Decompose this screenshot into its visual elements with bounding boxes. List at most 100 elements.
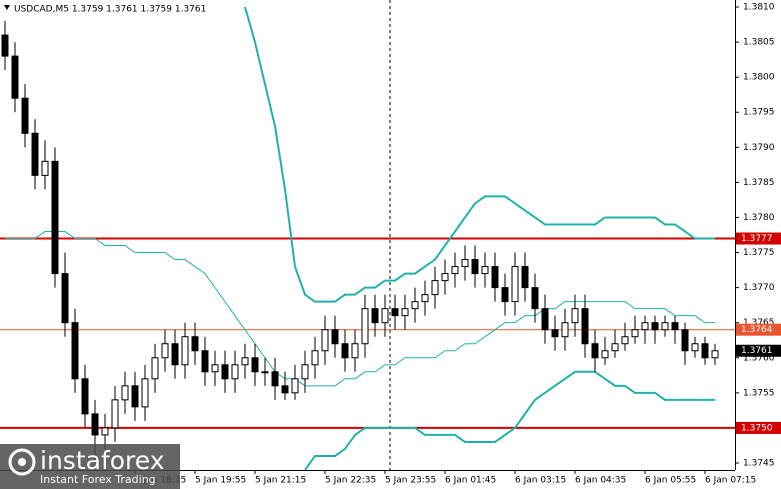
- last-price-box: [736, 344, 781, 357]
- candle-body: [231, 364, 239, 380]
- overlay: 1.3745 1.3750 1.3755 1.3760 1.3765 1.3770 1.37…: [134, 3, 781, 486]
- candle-body: [491, 266, 499, 289]
- candle-body: [101, 427, 109, 436]
- candle-body: [191, 336, 199, 352]
- y-tick-label: 1.3760: [743, 353, 775, 363]
- candle-body: [641, 322, 649, 331]
- watermark-logo-dot: [18, 458, 26, 466]
- candle-body: [691, 343, 699, 352]
- candle-body: [631, 329, 639, 338]
- candle-body: [341, 343, 349, 359]
- y-tick-label: 1.3790: [743, 143, 775, 153]
- candle-body: [471, 259, 479, 275]
- candle-body: [171, 343, 179, 366]
- candle-body: [401, 308, 409, 317]
- candle-body: [461, 259, 469, 268]
- y-tick-label: 1.3800: [743, 73, 775, 83]
- indicator-line: [244, 6, 715, 303]
- candle-body: [431, 280, 439, 296]
- candle-body: [501, 287, 509, 303]
- candle-body: [121, 385, 129, 401]
- y-tick-label: 1.3765: [743, 318, 775, 328]
- candle-body: [281, 385, 289, 394]
- candle-body: [311, 350, 319, 366]
- candle-body: [151, 357, 159, 380]
- indicator-line: [304, 370, 715, 471]
- y-tick-label: 1.3805: [743, 38, 775, 48]
- candle-body: [271, 371, 279, 387]
- level-label: 1.3777: [741, 234, 773, 244]
- y-tick-label: 1.3785: [743, 178, 775, 188]
- level-label-box: [736, 323, 781, 336]
- candle-body: [711, 350, 719, 359]
- candle-body: [181, 336, 189, 366]
- x-tick-label: 6 Jan 07:15: [705, 476, 756, 486]
- candle-body: [301, 364, 309, 380]
- candle-body: [601, 350, 609, 359]
- y-tick-label: 1.3755: [743, 388, 775, 398]
- y-tick-label: 1.3770: [743, 283, 775, 293]
- candle-body: [371, 308, 379, 324]
- candle-body: [251, 357, 259, 373]
- candle-body: [671, 322, 679, 331]
- candle-body: [111, 399, 119, 429]
- candle-body: [31, 132, 39, 176]
- candle-body: [421, 294, 429, 303]
- indicator-line: [5, 230, 715, 387]
- watermark-tagline: Instant Forex Trading: [40, 473, 156, 486]
- plot: [0, 6, 735, 471]
- candle-body: [241, 357, 249, 366]
- candle-body: [651, 322, 659, 331]
- level-label: 1.3764: [741, 325, 773, 335]
- y-tick-label: 1.3780: [743, 213, 775, 223]
- candle-body: [591, 343, 599, 359]
- candle-body: [1, 34, 9, 57]
- candle-body: [261, 371, 269, 374]
- candle-body: [41, 160, 49, 176]
- candle-body: [581, 308, 589, 345]
- candle-body: [161, 343, 169, 359]
- candle-body: [131, 385, 139, 408]
- candle-body: [441, 273, 449, 282]
- candle-body: [411, 301, 419, 310]
- x-tick-label: 5 Jan 22:35: [325, 476, 376, 486]
- candle-body: [91, 413, 99, 436]
- candle-body: [621, 336, 629, 345]
- last-price-label: 1.3761: [741, 346, 773, 356]
- candle-body: [221, 364, 229, 380]
- x-tick-label: 6 Jan 04:35: [575, 476, 626, 486]
- candle-body: [321, 329, 329, 352]
- level-label-box: [736, 421, 781, 434]
- chart-title: USDCAD,M5 1.3759 1.3761 1.3759 1.3761: [14, 5, 206, 15]
- candle-body: [61, 273, 69, 324]
- x-tick-label: 6 Jan 03:15: [515, 476, 566, 486]
- candle-body: [21, 97, 29, 134]
- candle-body: [541, 308, 549, 331]
- candle-body: [201, 350, 209, 373]
- y-tick-label: 1.3775: [743, 248, 775, 258]
- candle-body: [291, 378, 299, 394]
- candle-body: [211, 364, 219, 373]
- candle-body: [141, 378, 149, 408]
- candle-body: [511, 266, 519, 303]
- candle-body: [611, 343, 619, 352]
- x-tick-label: 5 Jan 23:55: [385, 476, 436, 486]
- candle-body: [11, 55, 19, 99]
- candle-body: [521, 266, 529, 289]
- candle-body: [701, 343, 709, 359]
- x-tick-label: 5 Jan 19:55: [195, 476, 246, 486]
- x-tick-label: 6 Jan 05:55: [645, 476, 696, 486]
- header-icon: [4, 5, 10, 10]
- candle-body: [561, 322, 569, 338]
- candle-body: [351, 343, 359, 359]
- candle-body: [481, 266, 489, 275]
- y-tick-label: 1.3810: [743, 3, 775, 13]
- level-label-box: [736, 232, 781, 245]
- candle-body: [361, 308, 369, 345]
- watermark-logo: [8, 448, 36, 476]
- candle-body: [381, 308, 389, 324]
- candle-body: [81, 378, 89, 415]
- y-tick-label: 1.3795: [743, 108, 775, 118]
